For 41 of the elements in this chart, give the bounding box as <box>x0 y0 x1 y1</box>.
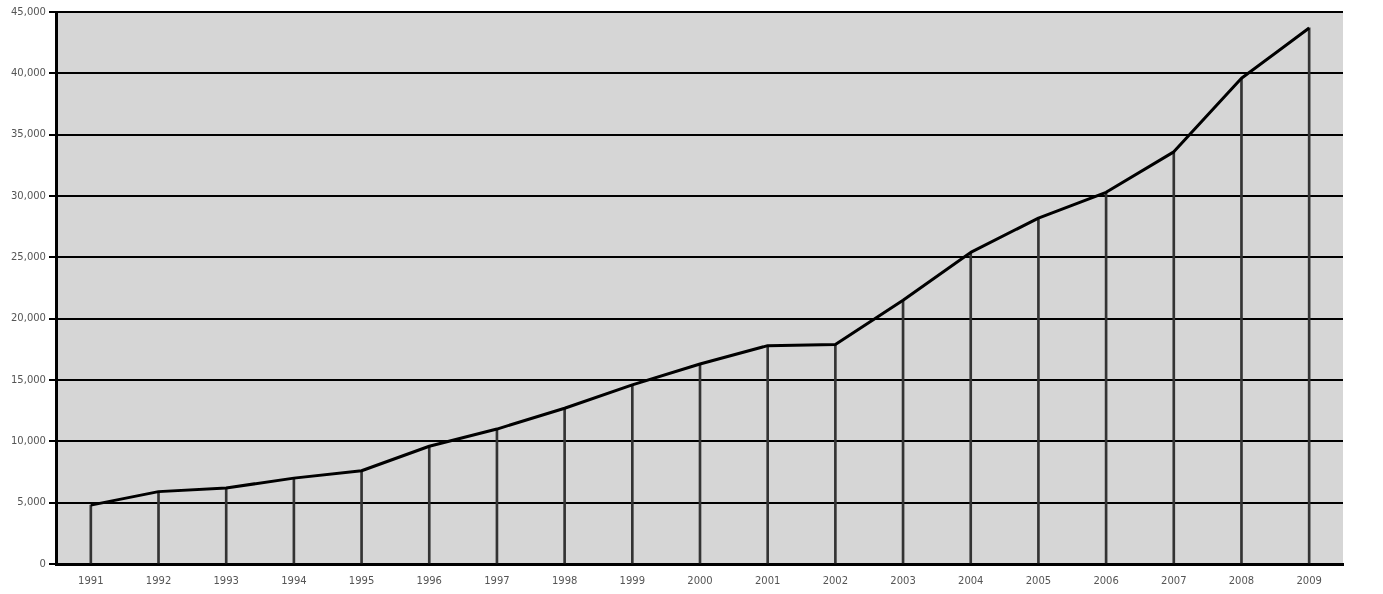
bar <box>834 344 837 564</box>
x-tick-label: 2000 <box>687 574 713 586</box>
x-tick-label: 1991 <box>78 574 104 586</box>
x-tick-label: 2006 <box>1093 574 1119 586</box>
y-tick-label: 45,000 <box>10 5 46 17</box>
x-tick-label: 1993 <box>213 574 239 586</box>
x-tick-label: 1992 <box>145 574 172 586</box>
x-tick-label: 1994 <box>281 574 307 586</box>
x-tick-label: 1997 <box>484 574 510 586</box>
x-tick-label: 2009 <box>1296 574 1322 586</box>
x-tick-label: 2003 <box>890 574 916 586</box>
bar <box>969 252 973 564</box>
y-tick-label: 10,000 <box>10 434 46 446</box>
bar <box>1037 217 1040 564</box>
x-tick-label: 2004 <box>958 574 984 586</box>
bar <box>360 470 363 564</box>
y-tick-label: 20,000 <box>10 312 46 324</box>
x-tick-label: 1995 <box>348 574 375 586</box>
bar <box>630 384 634 564</box>
y-tick-label: 5,000 <box>17 496 46 508</box>
bar <box>1172 151 1176 564</box>
bar <box>427 445 431 564</box>
y-tick-label: 25,000 <box>10 250 46 262</box>
x-tick-label: 2005 <box>1025 574 1052 586</box>
x-tick-label: 2001 <box>754 574 781 586</box>
y-tick-label: 0 <box>39 557 46 569</box>
y-tick-label: 35,000 <box>10 128 46 140</box>
x-tick-label: 2008 <box>1228 574 1255 586</box>
y-tick-label: 30,000 <box>10 189 46 201</box>
bar <box>563 407 566 564</box>
bar <box>1240 77 1243 564</box>
x-tick-label: 1999 <box>619 574 646 586</box>
bar <box>766 345 770 564</box>
y-tick-label: 40,000 <box>10 66 46 78</box>
bar <box>157 491 160 564</box>
y-tick-label: 15,000 <box>10 373 46 385</box>
x-tick-label: 2002 <box>822 574 849 586</box>
x-tick-label: 1998 <box>551 574 578 586</box>
x-tick-label: 2007 <box>1161 574 1187 586</box>
bar <box>224 487 228 564</box>
x-tick-label: 1996 <box>416 574 442 586</box>
